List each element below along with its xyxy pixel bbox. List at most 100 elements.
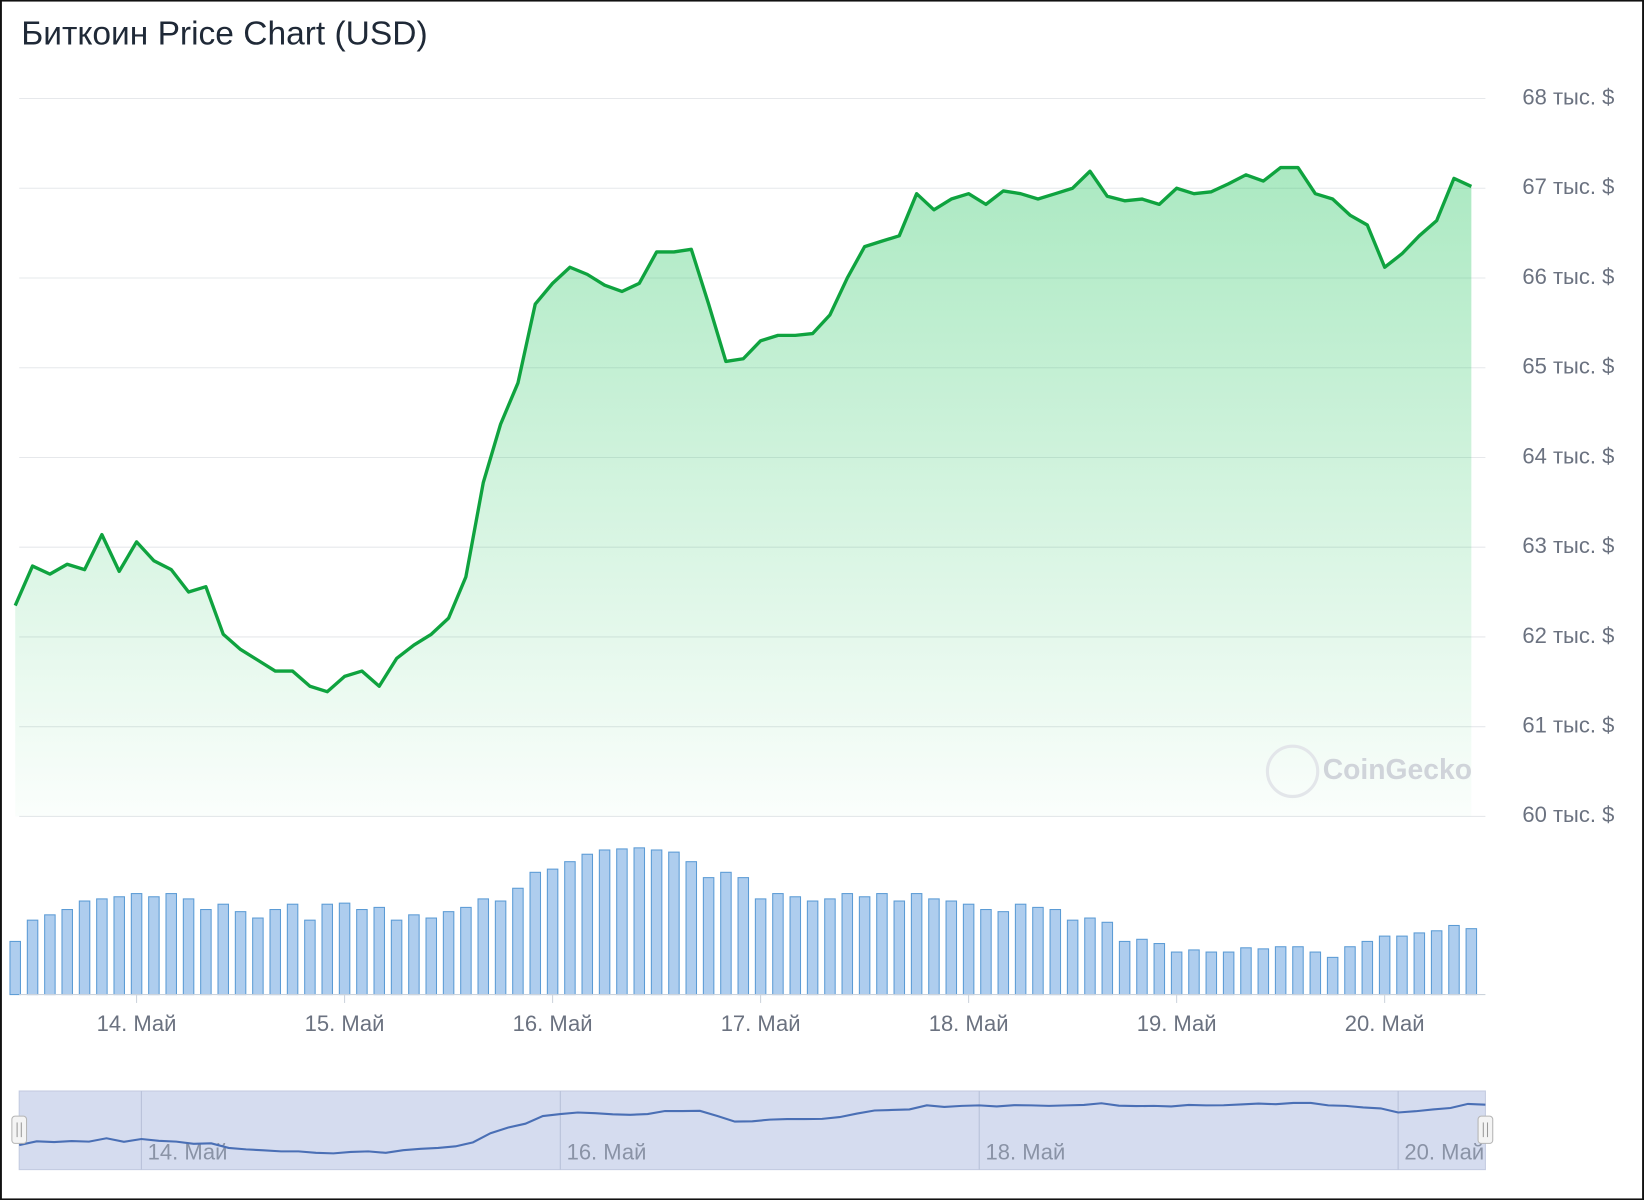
volume-bar bbox=[269, 909, 282, 996]
navigator-label: 20. Май bbox=[1404, 1140, 1484, 1165]
volume-bar bbox=[408, 914, 420, 996]
volume-bar bbox=[477, 898, 490, 996]
volume-bar bbox=[997, 911, 1010, 996]
y-tick-label: 65 тыс. $ bbox=[1522, 354, 1614, 379]
volume-bar bbox=[356, 909, 368, 996]
volume-bar bbox=[928, 898, 940, 996]
navigator-label: 16. Май bbox=[567, 1140, 647, 1165]
navigator-handle bbox=[1477, 1115, 1494, 1144]
volume-bar bbox=[806, 900, 819, 996]
x-tick-label: 16. Май bbox=[513, 1011, 593, 1036]
volume-bar bbox=[1448, 924, 1460, 996]
volume-bar bbox=[893, 900, 906, 996]
x-tick-label: 14. Май bbox=[97, 1011, 177, 1036]
volume-bar bbox=[564, 861, 576, 996]
volume-bar bbox=[130, 893, 143, 996]
y-tick-label: 62 тыс. $ bbox=[1522, 623, 1614, 648]
x-tick-label: 18. Май bbox=[929, 1011, 1009, 1036]
volume-bar bbox=[1066, 919, 1079, 996]
x-tick-label: 15. Май bbox=[305, 1011, 385, 1036]
volume-bar bbox=[650, 849, 663, 996]
navigator-handle bbox=[11, 1115, 28, 1144]
x-tick-label: 19. Май bbox=[1137, 1011, 1217, 1036]
volume-bar bbox=[1014, 903, 1027, 996]
volume-bar bbox=[1188, 949, 1200, 996]
watermark: CoinGecko bbox=[1323, 753, 1472, 785]
volume-bar bbox=[772, 893, 784, 996]
volume-bar bbox=[1292, 946, 1304, 996]
volume-bar bbox=[200, 909, 212, 996]
volume-bar bbox=[668, 851, 680, 996]
volume-bar bbox=[252, 917, 264, 996]
y-tick-label: 64 тыс. $ bbox=[1522, 443, 1614, 468]
volume-bar bbox=[720, 871, 732, 996]
volume-bar bbox=[338, 902, 351, 996]
volume-bar bbox=[824, 898, 836, 996]
volume-bar bbox=[1205, 951, 1218, 996]
volume-bar bbox=[1465, 928, 1478, 996]
volume-bar bbox=[962, 903, 975, 996]
volume-bar bbox=[1170, 951, 1183, 996]
volume-bar bbox=[1240, 947, 1252, 996]
volume-bar bbox=[217, 903, 230, 996]
y-tick-label: 60 тыс. $ bbox=[1522, 802, 1614, 827]
volume-bar bbox=[876, 893, 888, 996]
volume-bar bbox=[910, 893, 923, 996]
volume-bar bbox=[598, 849, 611, 996]
volume-bar bbox=[321, 903, 334, 996]
volume-bar bbox=[1430, 930, 1443, 996]
x-tick-label: 20. Май bbox=[1345, 1011, 1425, 1036]
volume-bar bbox=[737, 877, 750, 996]
volume-bar bbox=[754, 898, 767, 996]
volume-bar bbox=[9, 940, 21, 996]
navigator-line bbox=[18, 1101, 1486, 1155]
watermark-logo bbox=[1265, 744, 1320, 799]
navigator-label: 18. Май bbox=[986, 1140, 1066, 1165]
volume-bar bbox=[61, 909, 73, 996]
chart-title: Биткоин Price Chart (USD) bbox=[21, 15, 427, 52]
volume-bar bbox=[1118, 940, 1131, 996]
volume-bar bbox=[685, 861, 698, 996]
y-tick-label: 66 тыс. $ bbox=[1522, 264, 1614, 289]
volume-bar bbox=[616, 848, 628, 996]
volume-bar bbox=[425, 917, 438, 996]
volume-bar bbox=[442, 911, 455, 996]
volume-bar bbox=[390, 919, 403, 996]
volume-bar bbox=[1309, 951, 1322, 996]
volume-bar bbox=[78, 900, 91, 996]
volume-bar bbox=[980, 909, 992, 996]
volume-bar bbox=[581, 853, 594, 996]
volume-bar bbox=[148, 896, 160, 996]
volume-bar bbox=[494, 900, 507, 996]
volume-bar bbox=[945, 900, 958, 996]
volume-bar bbox=[841, 893, 854, 996]
volume-bar bbox=[113, 896, 125, 996]
volume-bar bbox=[1032, 906, 1044, 996]
volume-bar bbox=[1153, 943, 1166, 996]
volume-bar bbox=[44, 914, 56, 996]
volume-bar bbox=[373, 906, 386, 996]
y-tick-label: 63 тыс. $ bbox=[1522, 533, 1614, 558]
price-area bbox=[15, 167, 1472, 817]
volume-bar bbox=[26, 919, 39, 996]
volume-bar bbox=[304, 919, 316, 996]
volume-bar bbox=[789, 896, 802, 996]
volume-bar bbox=[1361, 940, 1374, 996]
volume-bar bbox=[1326, 956, 1339, 996]
volume-bar bbox=[1222, 951, 1235, 996]
volume-bar bbox=[1413, 932, 1426, 996]
volume-bar bbox=[546, 868, 559, 996]
y-tick-label: 61 тыс. $ bbox=[1522, 712, 1614, 737]
volume-bar bbox=[1257, 948, 1270, 996]
y-tick-label: 68 тыс. $ bbox=[1522, 84, 1614, 109]
volume-bar bbox=[1344, 946, 1356, 996]
volume-bar bbox=[182, 898, 195, 996]
volume-bar bbox=[165, 893, 177, 996]
volume-bar bbox=[1378, 935, 1391, 996]
volume-bar bbox=[234, 911, 247, 996]
volume-bar bbox=[96, 898, 108, 996]
volume-bar bbox=[286, 903, 299, 996]
volume-bar bbox=[529, 871, 542, 996]
volume-bar bbox=[702, 877, 715, 996]
